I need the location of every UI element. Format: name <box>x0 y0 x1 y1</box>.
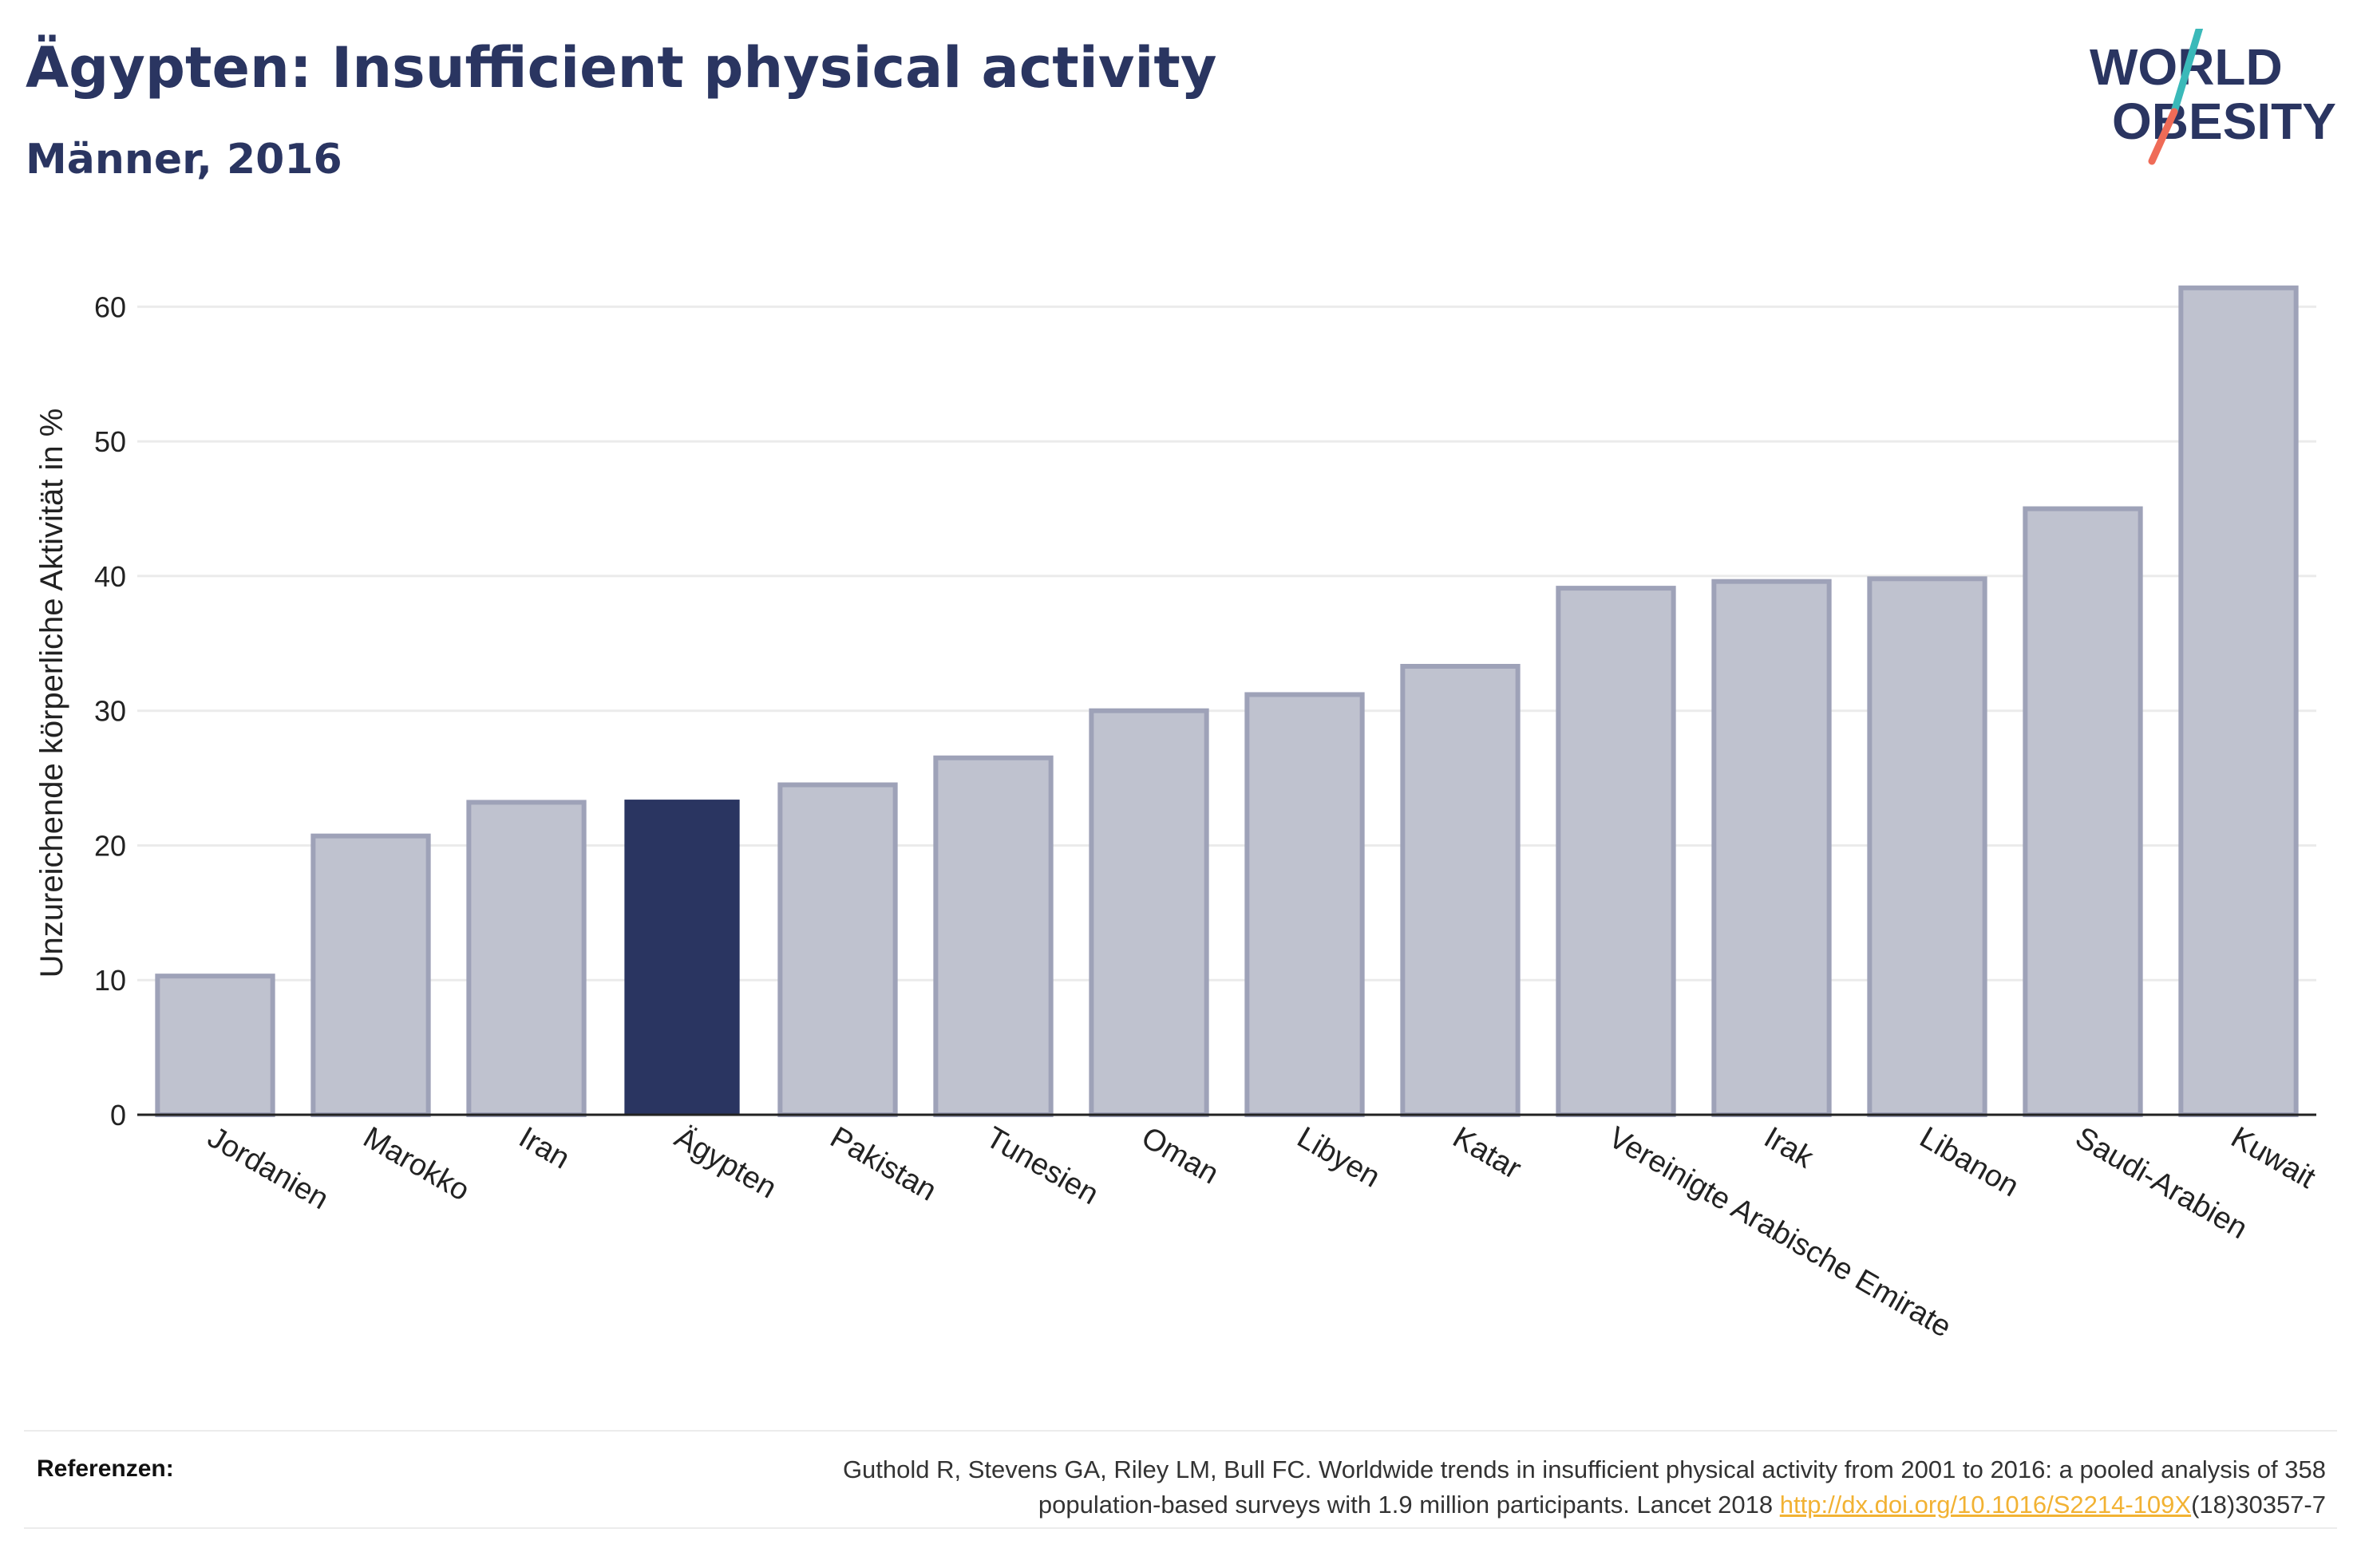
x-tick-label: Pakistan <box>825 1120 942 1207</box>
bar-libanon <box>1867 576 1987 1117</box>
chart-subtitle: Männer, 2016 <box>26 136 342 184</box>
x-tick-label: Jordanien <box>202 1120 334 1216</box>
bar-marokko <box>310 833 431 1117</box>
bar-irak <box>1711 579 1832 1117</box>
reference-line-2: population-based surveys with 1.9 millio… <box>1038 1491 1780 1519</box>
x-tick-label: Ägypten <box>669 1120 782 1205</box>
bar-iran <box>466 800 587 1117</box>
x-tick-label: Tunesien <box>980 1120 1104 1211</box>
y-tick-label: 60 <box>94 290 126 323</box>
reference-line-2-end: (18)30357-7 <box>2191 1491 2326 1519</box>
x-tick-label: Libanon <box>1914 1120 2024 1203</box>
bar-chart: 0 10 20 30 40 50 60 Jordanien Marokko Iran Ägypte… <box>34 285 2321 1345</box>
references-text: Guthold R, Stevens GA, Riley LM, Bull FC… <box>490 1452 2326 1523</box>
x-tick-label: Iran <box>513 1120 575 1175</box>
bar-oman <box>1089 708 1209 1117</box>
chart-title: Ägypten: Insufficient physical activity <box>26 35 1217 101</box>
references-label: Referenzen: <box>37 1455 174 1482</box>
reference-doi-link[interactable]: http://dx.doi.org/10.1016/S2214-109X <box>1779 1491 2192 1519</box>
bar-katar <box>1400 663 1521 1117</box>
references-section: Referenzen: Guthold R, Stevens GA, Riley… <box>24 1430 2337 1529</box>
bar-jordanien <box>155 974 275 1118</box>
y-tick-label: 20 <box>94 829 126 862</box>
y-axis-ticks: 0 10 20 30 40 50 60 <box>94 290 126 1132</box>
y-tick-label: 30 <box>94 695 126 728</box>
bar-libyen <box>1244 692 1365 1117</box>
x-tick-label: Kuwait <box>2225 1120 2321 1195</box>
logo-slash-coral <box>2148 108 2178 165</box>
logo-slash-teal <box>2170 29 2204 116</box>
bars <box>155 285 2299 1118</box>
bar-tunesien <box>933 755 1054 1117</box>
logo-word-obesity: OBESITY <box>2112 93 2336 150</box>
gridlines <box>137 305 2316 981</box>
y-tick-label: 10 <box>94 964 126 997</box>
y-tick-label: 40 <box>94 560 126 593</box>
y-tick-label: 50 <box>94 425 126 458</box>
world-obesity-logo: WORLD OBESITY <box>2090 29 2336 165</box>
bar-saudi-arabien <box>2023 506 2143 1117</box>
x-tick-label: Katar <box>1447 1120 1527 1186</box>
y-axis-label: Unzureichende körperliche Aktivität in % <box>34 409 69 978</box>
bar-ägypten <box>624 800 740 1115</box>
bar-kuwait <box>2178 285 2299 1117</box>
x-tick-label: Libyen <box>1291 1120 1386 1194</box>
x-axis-ticks: Jordanien Marokko Iran Ägypten Pakistan Tunes… <box>202 1120 2321 1344</box>
bar-pakistan <box>777 782 898 1117</box>
reference-line-1: Guthold R, Stevens GA, Riley LM, Bull FC… <box>842 1455 2326 1483</box>
x-tick-label: Saudi-Arabien <box>2070 1120 2253 1246</box>
x-tick-label: Irak <box>1758 1120 1820 1175</box>
x-tick-label: Marokko <box>358 1120 475 1207</box>
y-tick-label: 0 <box>110 1099 126 1132</box>
bar-vereinigte-arabische-emirate <box>1556 586 1676 1117</box>
x-tick-label: Oman <box>1136 1120 1224 1191</box>
